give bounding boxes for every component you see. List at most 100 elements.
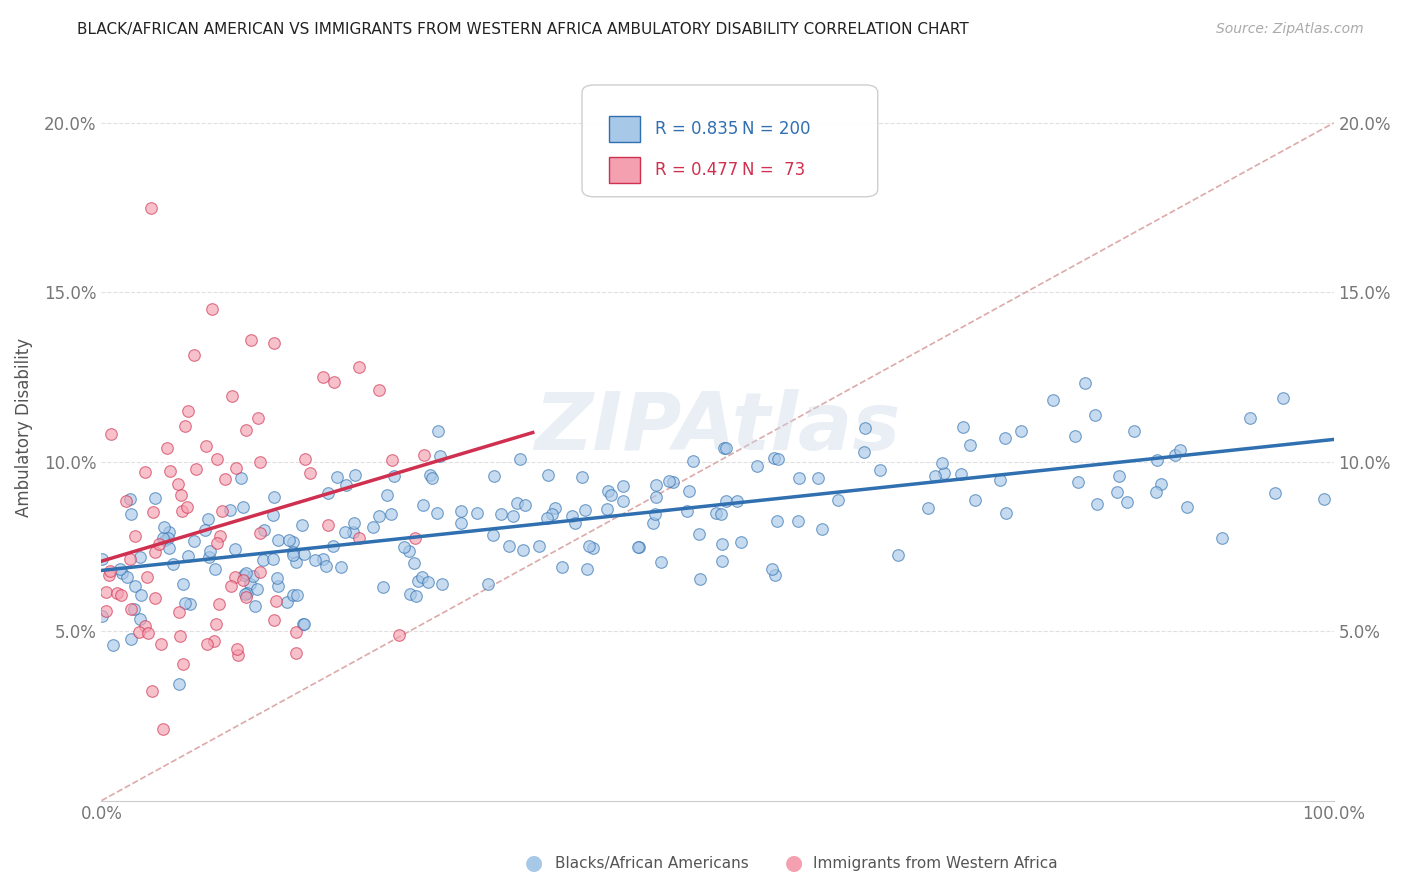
Point [599, 488, 621, 502]
Point [235, 591, 257, 605]
Point [853, 445, 876, 459]
Point [292, 547, 315, 561]
Point [179, 597, 201, 611]
Point [138, 626, 160, 640]
Point [247, 411, 270, 425]
Point [561, 508, 583, 523]
Point [612, 479, 634, 493]
Point [322, 539, 344, 553]
Point [1164, 448, 1187, 462]
Point [129, 550, 152, 565]
Point [224, 542, 246, 557]
Point [450, 516, 472, 531]
Point [195, 637, 218, 651]
Point [807, 470, 830, 484]
Point [194, 523, 217, 537]
Point [194, 439, 217, 453]
Point [143, 491, 166, 506]
Point [225, 461, 247, 475]
Point [450, 504, 472, 518]
Point [1084, 409, 1107, 423]
Point [235, 423, 257, 437]
Point [115, 493, 138, 508]
Point [1042, 392, 1064, 407]
Point [387, 628, 409, 642]
Point [177, 404, 200, 418]
Point [156, 441, 179, 455]
Point [375, 488, 398, 502]
Point [316, 517, 339, 532]
Point [98, 568, 121, 582]
Point [124, 529, 146, 543]
Point [249, 525, 271, 540]
Point [482, 527, 505, 541]
Point [1313, 491, 1336, 506]
Point [242, 568, 264, 582]
Point [142, 505, 165, 519]
Point [122, 602, 145, 616]
Point [949, 467, 972, 481]
Point [725, 494, 748, 508]
Point [285, 588, 308, 602]
Point [419, 468, 441, 483]
Point [169, 629, 191, 643]
Point [1177, 500, 1199, 514]
FancyBboxPatch shape [609, 157, 640, 183]
Point [515, 499, 537, 513]
Point [202, 634, 225, 648]
Text: Immigrants from Western Africa: Immigrants from Western Africa [813, 856, 1057, 871]
Text: N =  73: N = 73 [742, 161, 806, 179]
Point [312, 552, 335, 566]
Text: BLACK/AFRICAN AMERICAN VS IMMIGRANTS FROM WESTERN AFRICA AMBULATORY DISABILITY C: BLACK/AFRICAN AMERICAN VS IMMIGRANTS FRO… [77, 22, 969, 37]
Point [205, 617, 228, 632]
Point [136, 570, 159, 584]
Text: R = 0.835: R = 0.835 [655, 120, 738, 138]
Point [426, 506, 449, 520]
Point [335, 478, 357, 492]
Point [869, 463, 891, 477]
Point [323, 375, 346, 389]
Text: ZIPAtlas: ZIPAtlas [534, 389, 901, 467]
Point [730, 535, 752, 549]
Point [131, 588, 153, 602]
Point [162, 558, 184, 572]
Point [1144, 484, 1167, 499]
Point [120, 632, 142, 647]
Point [342, 525, 364, 540]
Point [277, 533, 299, 548]
Point [1263, 486, 1285, 500]
Point [657, 474, 679, 488]
Point [329, 560, 352, 574]
Point [263, 336, 285, 351]
Point [183, 534, 205, 549]
Point [662, 475, 685, 490]
Point [231, 471, 253, 485]
Point [404, 531, 426, 545]
Point [284, 646, 307, 660]
Point [540, 507, 562, 521]
Point [710, 536, 733, 550]
Point [134, 466, 156, 480]
Point [214, 472, 236, 486]
Point [267, 533, 290, 548]
Point [285, 555, 308, 569]
Point [574, 503, 596, 517]
Point [714, 442, 737, 456]
Point [283, 535, 305, 549]
Point [201, 302, 224, 317]
FancyBboxPatch shape [609, 116, 640, 143]
Point [170, 488, 193, 502]
Point [349, 531, 371, 545]
Point [763, 568, 786, 582]
Point [90, 609, 112, 624]
Point [115, 569, 138, 583]
Point [678, 483, 700, 498]
Point [219, 579, 242, 593]
Point [174, 419, 197, 434]
Point [94, 603, 117, 617]
Point [219, 503, 242, 517]
Point [209, 529, 232, 543]
Point [197, 512, 219, 526]
Point [266, 594, 288, 608]
Point [246, 582, 269, 597]
